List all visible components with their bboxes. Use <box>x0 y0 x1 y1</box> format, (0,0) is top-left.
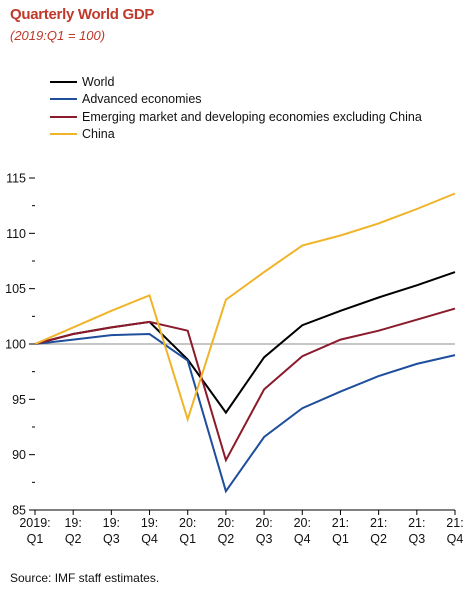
x-tick-label: 20: Q1 <box>179 516 196 546</box>
y-tick-label: 110 <box>6 227 26 241</box>
y-tick-label: 90 <box>12 448 26 462</box>
x-tick-label: 19: Q4 <box>141 516 158 546</box>
x-tick-label: 2019: Q1 <box>19 516 50 546</box>
x-tick-label: 20: Q2 <box>217 516 234 546</box>
x-tick-label: 20: Q4 <box>294 516 311 546</box>
x-tick-label: 21: Q3 <box>408 516 425 546</box>
series-line-advanced-economies <box>34 332 456 494</box>
source-note: Source: IMF staff estimates. <box>10 571 160 585</box>
x-tick-label: 19: Q3 <box>103 516 120 546</box>
legend: World Advanced economies Emerging market a… <box>50 73 422 143</box>
series-line-world <box>34 271 456 415</box>
legend-swatch <box>50 98 77 101</box>
x-tick-label: 21: Q1 <box>332 516 349 546</box>
chart-subtitle: (2019:Q1 = 100) <box>10 28 106 43</box>
legend-label: Emerging market and developing economies… <box>82 109 422 124</box>
legend-label: China <box>82 127 115 142</box>
legend-swatch <box>50 80 77 83</box>
x-tick-label: 20: Q3 <box>255 516 272 546</box>
y-tick-label: 85 <box>12 504 26 518</box>
legend-item: China <box>50 126 422 144</box>
legend-item: World <box>50 73 422 91</box>
chart-title: Quarterly World GDP <box>10 6 155 23</box>
x-tick-label: 19: Q2 <box>64 516 81 546</box>
series-line-china <box>34 192 456 423</box>
y-tick-label: 95 <box>12 393 26 407</box>
x-tick-label: 21: Q4 <box>446 516 463 546</box>
legend-label: Advanced economies <box>82 92 202 107</box>
legend-item: Emerging market and developing economies… <box>50 108 422 126</box>
legend-item: Advanced economies <box>50 91 422 109</box>
legend-label: World <box>82 74 115 89</box>
legend-swatch <box>50 133 77 136</box>
y-tick-label: 105 <box>5 282 26 296</box>
y-tick-label: 100 <box>5 338 26 352</box>
series-line-emerging-market-and-developing-economies-excluding-china <box>34 307 456 463</box>
legend-swatch <box>50 115 77 118</box>
y-tick-label: 115 <box>6 172 26 186</box>
x-tick-label: 21: Q2 <box>370 516 387 546</box>
